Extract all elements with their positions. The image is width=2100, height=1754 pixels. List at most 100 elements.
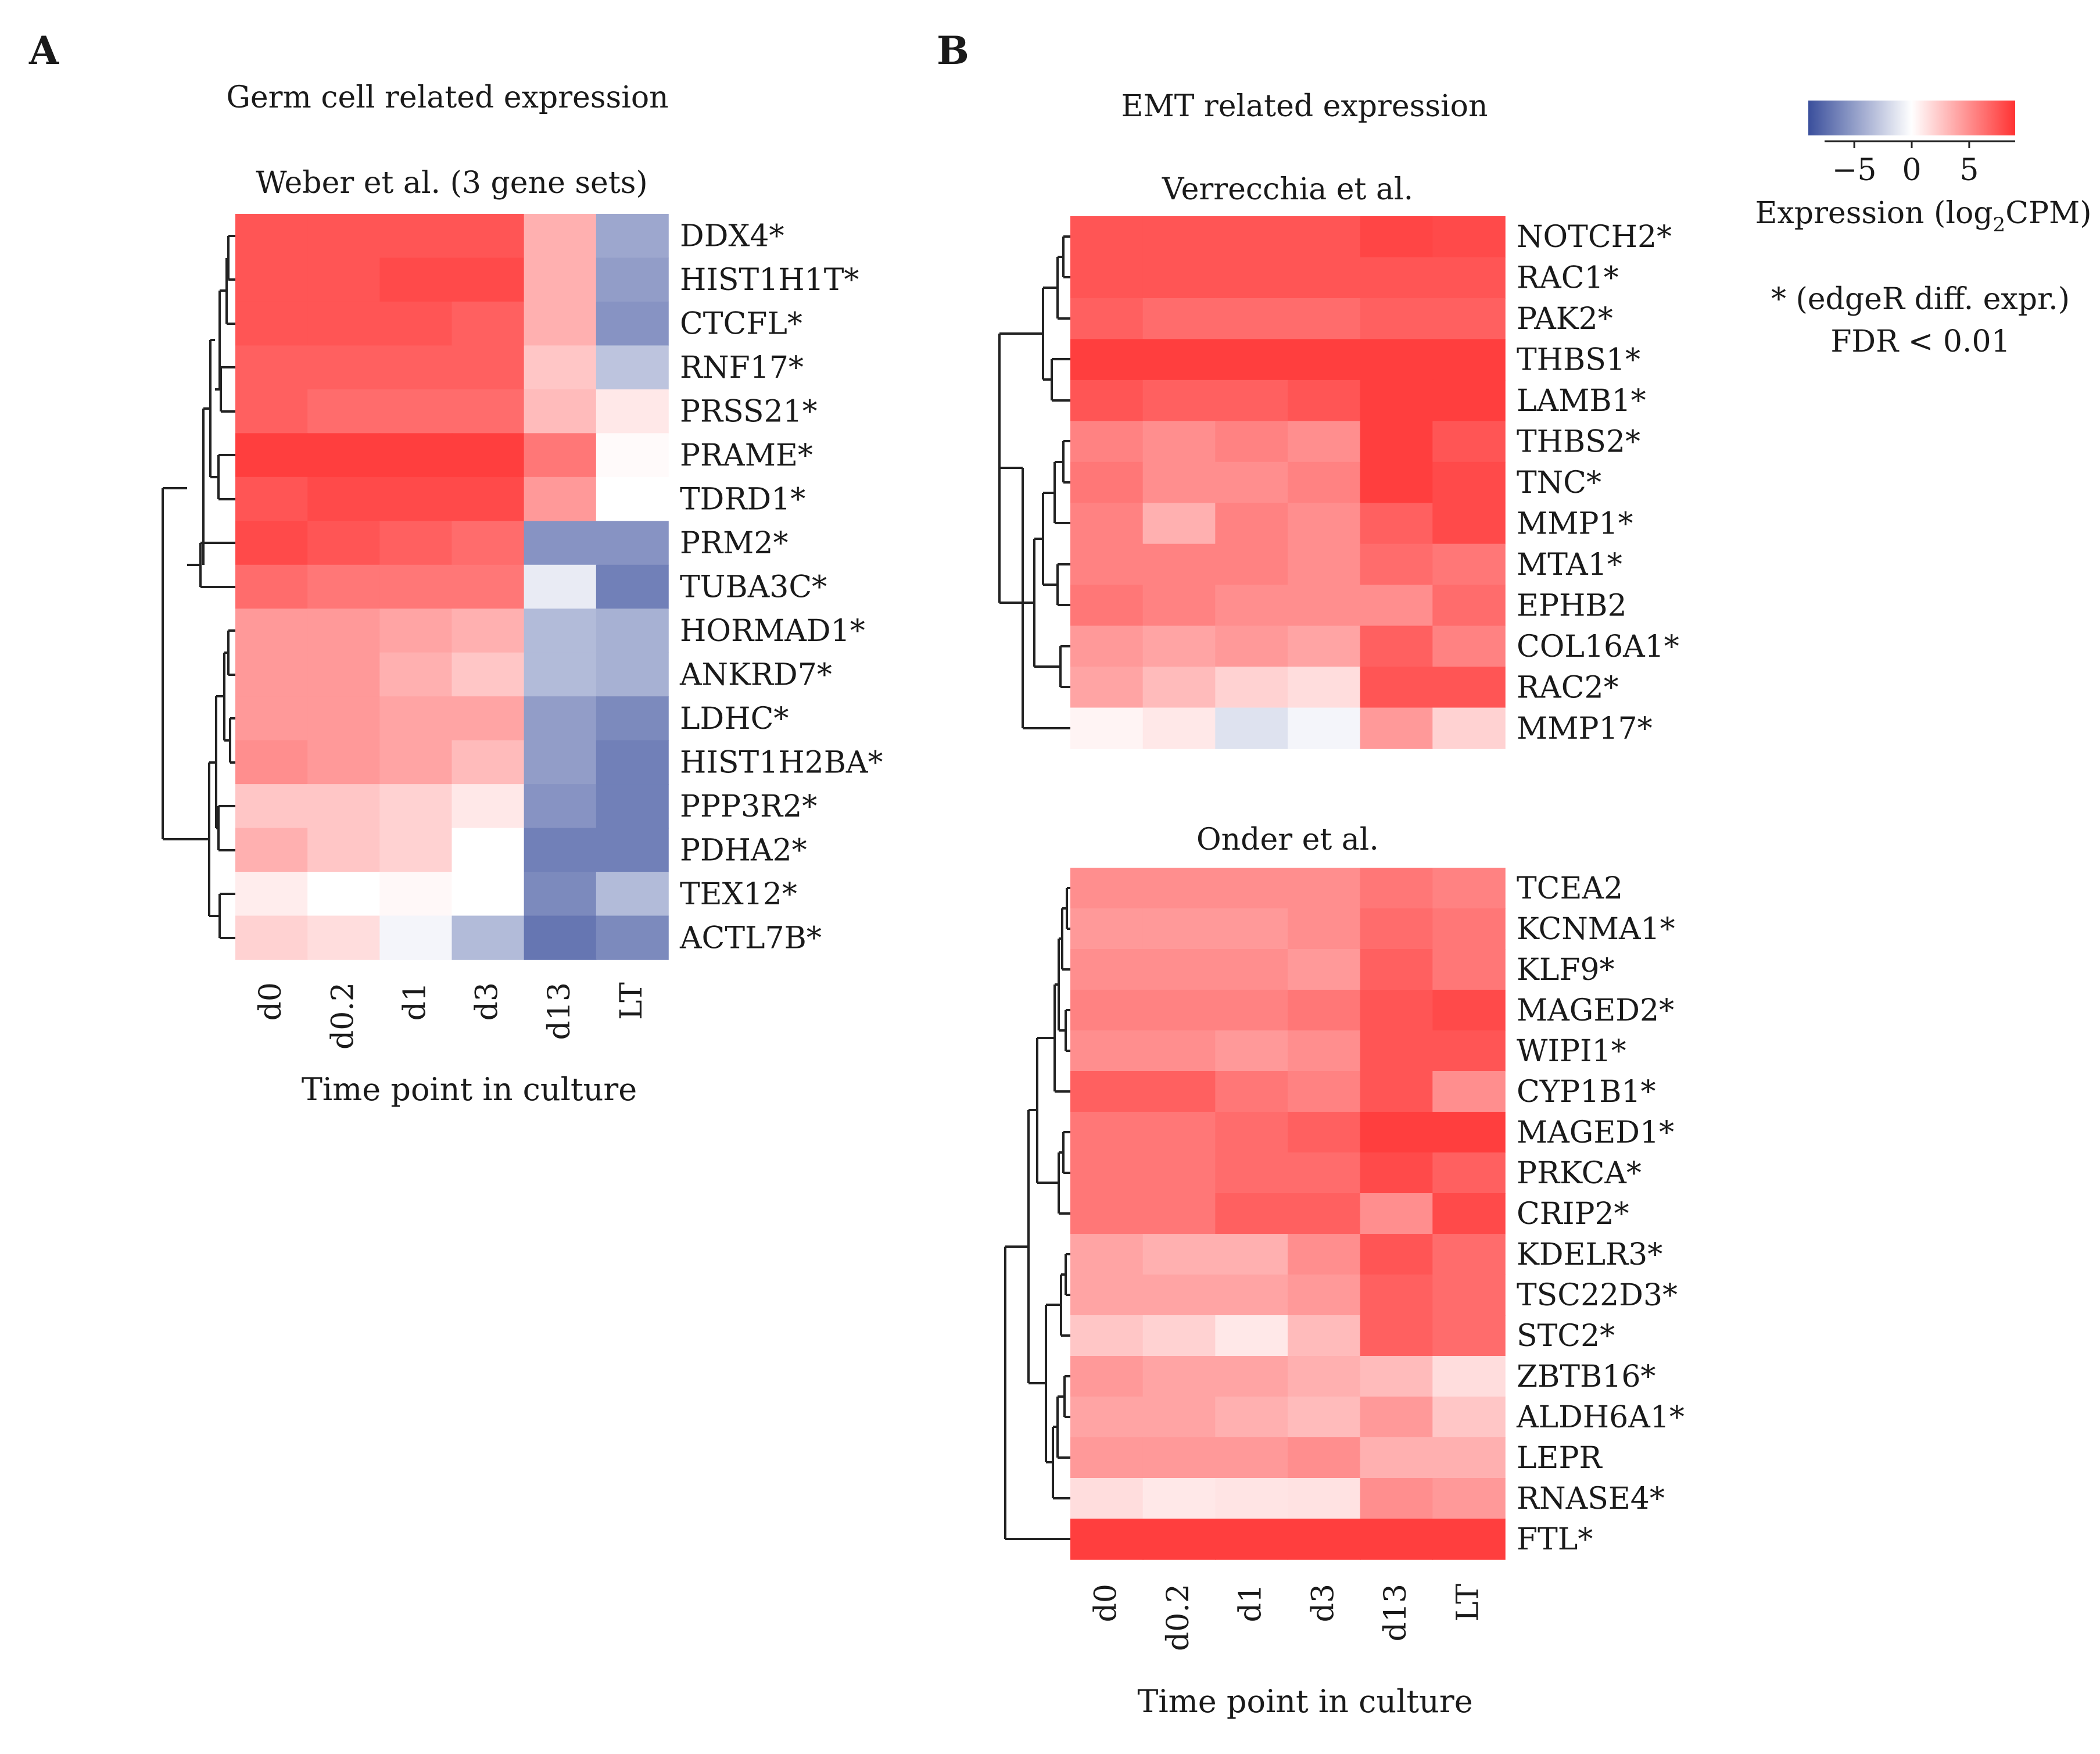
- cell-prss21-d3: [451, 389, 525, 434]
- cell-cyp1b1-d3: [1288, 1071, 1361, 1112]
- legend-tick-label: 0: [1902, 153, 1921, 188]
- cell-ftl-lt: [1432, 1519, 1506, 1560]
- cell-ephb2-d0-2: [1142, 585, 1216, 627]
- cell-mmp17-d1: [1215, 707, 1288, 749]
- dendrogram-onder: [1004, 887, 1070, 1540]
- cell-kcnma1-d3: [1288, 908, 1361, 950]
- heatmap-weber: Weber et al. (3 gene sets) DDX4* HIST1H1T*…: [235, 166, 883, 1108]
- cell-prm2-d0-2: [307, 521, 381, 565]
- cell-thbs2-d3: [1288, 421, 1361, 463]
- cell-tuba3c-d0: [235, 564, 308, 610]
- cell-rnf17-d3: [451, 345, 525, 390]
- cell-hist1h1t-d13: [524, 257, 597, 302]
- cell-maged1-d0-2: [1142, 1112, 1216, 1153]
- cell-tnc-lt: [1432, 461, 1506, 504]
- cell-mmp1-d0: [1070, 503, 1144, 545]
- cell-rac1-lt: [1432, 257, 1506, 299]
- row-label-klf9: KLF9*: [1517, 953, 1615, 987]
- cell-ldhc-d0: [235, 696, 308, 741]
- x-tick-d0: d0: [1088, 1584, 1123, 1622]
- cell-stc2-d3: [1288, 1315, 1361, 1356]
- cell-actl7b-d13: [524, 915, 597, 960]
- cell-prm2-d1: [379, 521, 453, 565]
- cell-ldhc-d0-2: [307, 696, 381, 741]
- row-label-prame: PRAME*: [680, 438, 813, 473]
- cell-mta1-d3: [1288, 543, 1361, 585]
- cell-pdha2-d0-2: [307, 828, 381, 872]
- cell-kdelr3-d0-2: [1142, 1234, 1216, 1275]
- cell-mmp17-d13: [1360, 707, 1434, 749]
- row-label-cyp1b1: CYP1B1*: [1517, 1075, 1655, 1109]
- cell-ctcfl-d0-2: [307, 301, 381, 346]
- cell-thbs2-lt: [1432, 421, 1506, 463]
- cell-tdrd1-d3: [451, 477, 525, 522]
- cell-klf9-d0: [1070, 949, 1144, 990]
- cell-crip2-d0-2: [1142, 1193, 1216, 1234]
- cell-hormad1-lt: [596, 608, 669, 653]
- cell-ephb2-d1: [1215, 585, 1288, 627]
- cell-actl7b-d3: [451, 915, 525, 960]
- cell-actl7b-lt: [596, 915, 669, 960]
- cell-maged1-d3: [1288, 1112, 1361, 1153]
- row-label-lepr: LEPR: [1517, 1441, 1603, 1476]
- cell-hist1h2ba-d13: [524, 740, 597, 785]
- row-label-mmp1: MMP1*: [1517, 506, 1633, 541]
- cell-tex12-d1: [379, 872, 453, 917]
- heatmap-verrecchia: Verrecchia et al. NOTCH2* RAC1* PAK2* THBS1*…: [1070, 172, 1679, 749]
- cell-lepr-d3: [1288, 1437, 1361, 1479]
- cell-kdelr3-d3: [1288, 1234, 1361, 1275]
- cell-tdrd1-d0: [235, 477, 308, 522]
- cell-prss21-lt: [596, 389, 669, 434]
- cell-kdelr3-d0: [1070, 1234, 1144, 1275]
- cell-thbs2-d0: [1070, 421, 1144, 463]
- cell-pak2-d13: [1360, 298, 1434, 340]
- cell-klf9-d1: [1215, 949, 1288, 990]
- cell-kdelr3-d13: [1360, 1234, 1434, 1275]
- significance-note-line2: FDR < 0.01: [1830, 324, 2010, 359]
- cell-mmp1-lt: [1432, 503, 1506, 545]
- cell-lepr-d0-2: [1142, 1437, 1216, 1479]
- cell-ddx4-lt: [596, 214, 669, 259]
- cell-ankrd7-d0-2: [307, 652, 381, 697]
- cell-col16a1-d3: [1288, 625, 1361, 667]
- cell-tuba3c-d0-2: [307, 564, 381, 610]
- cell-wipi1-d0-2: [1142, 1030, 1216, 1072]
- cell-tuba3c-d13: [524, 564, 597, 610]
- cell-tcea2-d1: [1215, 868, 1288, 909]
- cell-prm2-lt: [596, 521, 669, 565]
- cell-tex12-d0-2: [307, 872, 381, 917]
- cell-prss21-d0-2: [307, 389, 381, 434]
- cell-kcnma1-d1: [1215, 908, 1288, 950]
- cell-mmp1-d13: [1360, 503, 1434, 545]
- cell-actl7b-d0-2: [307, 915, 381, 960]
- cell-zbtb16-d1: [1215, 1356, 1288, 1397]
- cell-mmp17-lt: [1432, 707, 1506, 749]
- row-label-pdha2: PDHA2*: [680, 833, 807, 868]
- cell-ankrd7-d0: [235, 652, 308, 697]
- cell-maged1-d0: [1070, 1112, 1144, 1153]
- cell-lamb1-lt: [1432, 380, 1506, 422]
- cell-thbs1-d0-2: [1142, 339, 1216, 381]
- dendrogram-verrecchia: [998, 235, 1070, 729]
- cell-zbtb16-d3: [1288, 1356, 1361, 1397]
- row-label-kcnma1: KCNMA1*: [1517, 912, 1675, 947]
- cell-col16a1-d13: [1360, 625, 1434, 667]
- cell-notch2-d3: [1288, 216, 1361, 258]
- cell-rnase4-d1: [1215, 1478, 1288, 1519]
- row-label-ftl: FTL*: [1517, 1522, 1593, 1557]
- cell-ankrd7-d13: [524, 652, 597, 697]
- cell-ddx4-d1: [379, 214, 453, 259]
- x-tick-d0: d0: [253, 982, 288, 1021]
- cell-rac2-lt: [1432, 667, 1506, 708]
- cell-maged2-d0-2: [1142, 990, 1216, 1031]
- row-label-aldh6a1: ALDH6A1*: [1516, 1400, 1685, 1435]
- cell-ctcfl-d1: [379, 301, 453, 346]
- cell-rac1-d3: [1288, 257, 1361, 299]
- cell-pdha2-d0: [235, 828, 308, 872]
- cell-hist1h1t-lt: [596, 257, 669, 302]
- row-label-rac2: RAC2*: [1517, 670, 1619, 705]
- cell-pdha2-d3: [451, 828, 525, 872]
- cell-cyp1b1-d0: [1070, 1071, 1144, 1112]
- cell-col16a1-d0-2: [1142, 625, 1216, 667]
